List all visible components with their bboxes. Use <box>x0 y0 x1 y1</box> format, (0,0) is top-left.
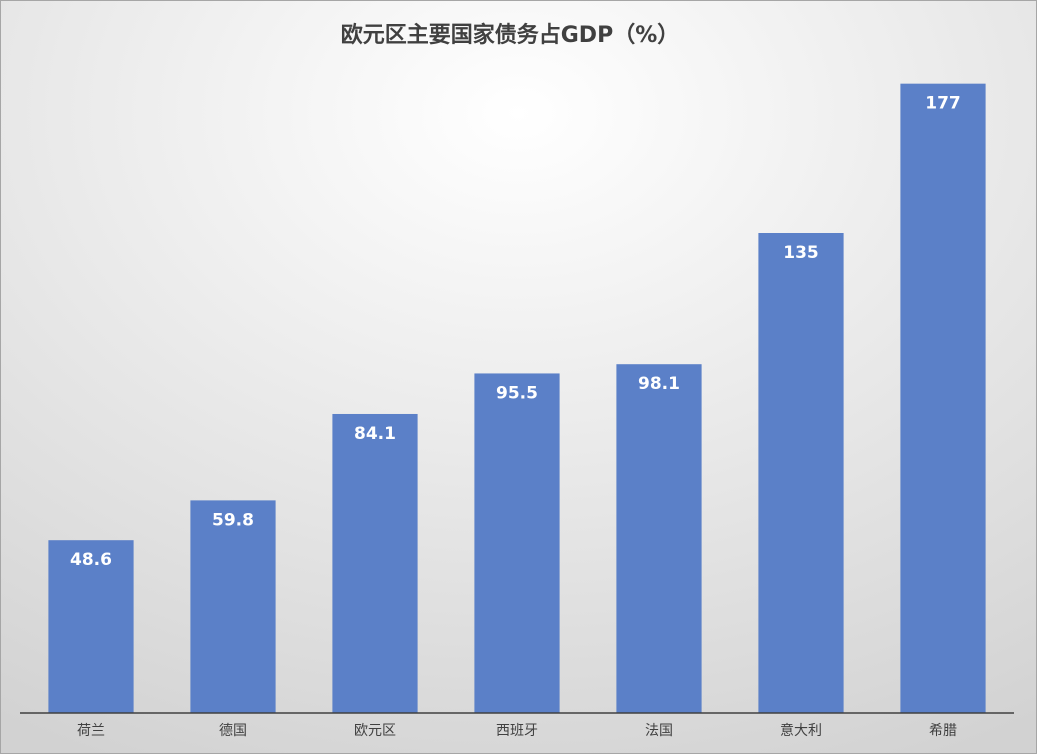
x-tick-label: 意大利 <box>780 722 822 739</box>
x-tick-label: 西班牙 <box>496 723 538 739</box>
bar <box>616 364 702 713</box>
value-label: 95.5 <box>496 383 538 403</box>
bar <box>332 413 418 713</box>
bar <box>48 540 134 713</box>
bar <box>758 233 844 713</box>
value-label: 177 <box>925 94 961 114</box>
x-tick-label: 欧元区 <box>354 723 396 739</box>
bar <box>900 83 986 713</box>
bar <box>474 373 560 713</box>
value-label: 98.1 <box>638 374 680 394</box>
x-tick-label: 希腊 <box>929 723 957 739</box>
x-tick-label: 法国 <box>645 723 673 739</box>
value-label: 84.1 <box>354 424 396 444</box>
x-tick-label: 荷兰 <box>77 723 105 739</box>
bar <box>190 500 276 713</box>
x-tick-label: 德国 <box>219 723 247 739</box>
value-label: 48.6 <box>70 550 112 570</box>
value-label: 135 <box>783 243 819 263</box>
value-label: 59.8 <box>212 510 254 530</box>
chart-title: 欧元区主要国家债务占GDP（%） <box>341 22 680 48</box>
